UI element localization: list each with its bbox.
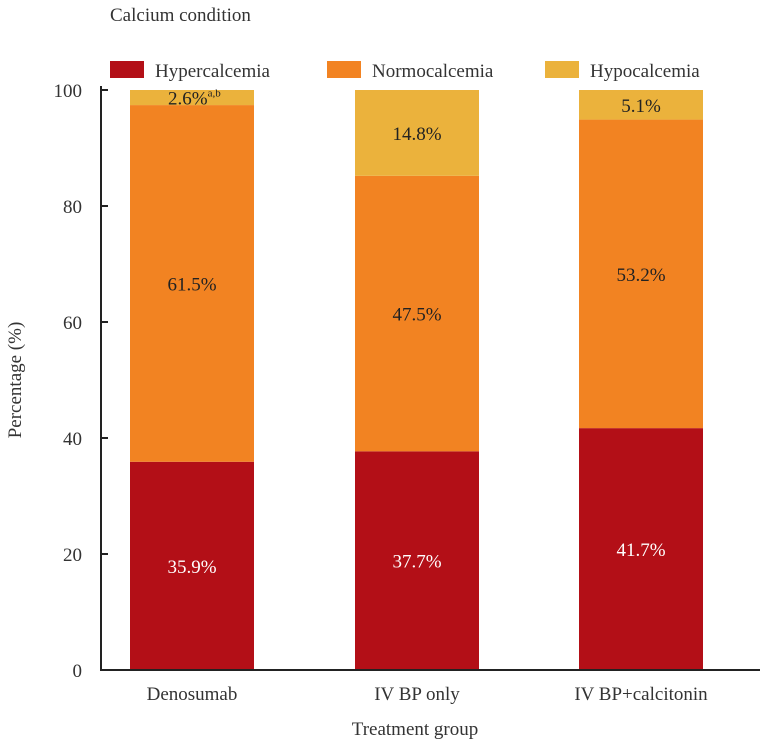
bar-segment [355, 175, 479, 452]
data-label: 35.9% [167, 557, 216, 578]
y-tick-label: 40 [63, 429, 82, 450]
data-label: 61.5% [167, 274, 216, 295]
y-tick-label: 20 [63, 545, 82, 566]
legend-label: Hypocalcemia [590, 61, 700, 82]
bar-segment [579, 428, 703, 670]
bar-segment [355, 451, 479, 670]
x-tick-label: Denosumab [147, 684, 238, 705]
y-axis-title: Percentage (%) [5, 322, 26, 439]
data-label: 37.7% [392, 552, 441, 573]
x-axis-title: Treatment group [352, 719, 478, 740]
data-label: 53.2% [616, 265, 665, 286]
legend-label: Hypercalcemia [155, 61, 271, 82]
legend: Hypercalcemia Normocalcemia Hypocalcemia [110, 61, 700, 82]
bar-segment [579, 90, 703, 120]
bar-segment [130, 461, 254, 670]
bar-segment [130, 90, 254, 106]
axes: 0 20 40 60 80 100 [54, 81, 760, 682]
data-label: 14.8% [392, 124, 441, 145]
legend-title: Calcium condition [110, 5, 251, 26]
y-tick-label: 80 [63, 197, 82, 218]
legend-swatch [327, 61, 361, 78]
data-label: 47.5% [392, 305, 441, 326]
x-tick-label: IV BP+calcitonin [574, 684, 708, 705]
legend-swatch [545, 61, 579, 78]
x-tick-label: IV BP only [374, 684, 460, 705]
data-label: 41.7% [616, 540, 665, 561]
bars: 35.9%61.5%2.6%a,bDenosumab37.7%47.5%14.8… [130, 88, 708, 705]
bar-segment [579, 119, 703, 429]
y-tick-label: 60 [63, 313, 82, 334]
bar-segment [130, 105, 254, 462]
legend-label: Normocalcemia [372, 61, 494, 82]
legend-swatch [110, 61, 144, 78]
bar-segment [355, 90, 479, 176]
y-tick-label: 100 [54, 81, 83, 102]
y-tick-label: 0 [73, 661, 83, 682]
superscript: a,b [208, 88, 222, 100]
data-label: 5.1% [621, 96, 661, 117]
